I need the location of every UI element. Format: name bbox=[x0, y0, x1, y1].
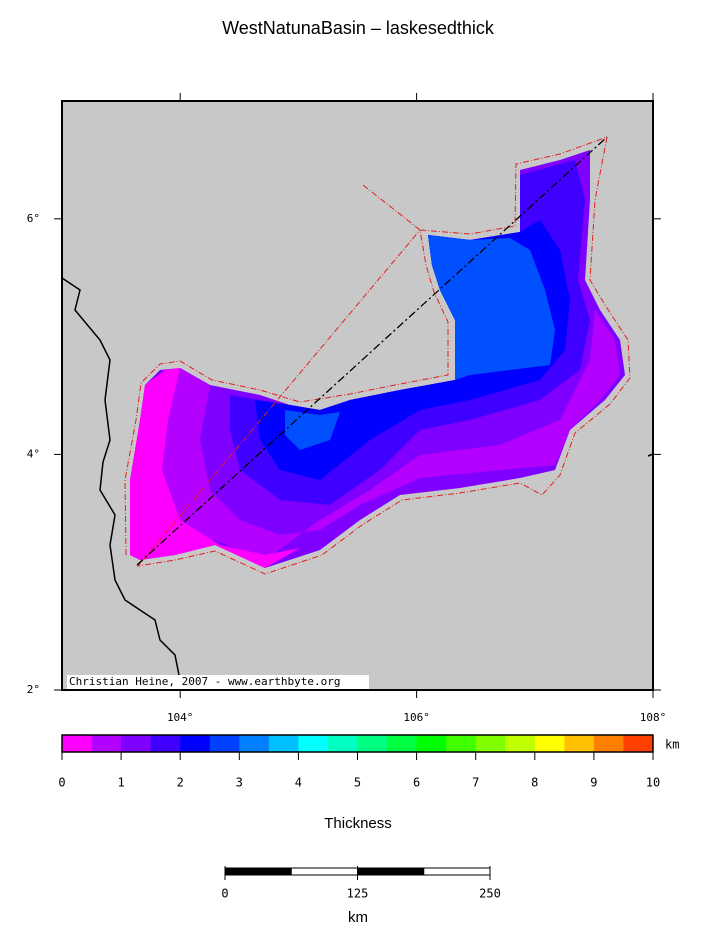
colorbar-swatch bbox=[475, 735, 506, 752]
lat-label: 2° bbox=[27, 683, 40, 696]
colorbar-swatch bbox=[505, 735, 536, 752]
colorbar-swatch bbox=[534, 735, 565, 752]
colorbar-tick-label: 5 bbox=[354, 776, 361, 790]
scale-tick-label: 0 bbox=[221, 887, 228, 901]
scale-tick-label: 250 bbox=[479, 887, 501, 901]
colorbar-label: Thickness bbox=[324, 815, 392, 832]
colorbar-swatch bbox=[62, 735, 93, 752]
scale-segment bbox=[357, 867, 425, 876]
scale-segment bbox=[224, 867, 292, 876]
colorbar-swatch bbox=[150, 735, 181, 752]
section-line bbox=[136, 136, 608, 566]
colorbar-tick-label: 6 bbox=[413, 776, 420, 790]
colorbar-swatch bbox=[298, 735, 329, 752]
basin bbox=[130, 150, 625, 568]
colorbar-swatch bbox=[593, 735, 624, 752]
colorbar-swatch bbox=[564, 735, 595, 752]
lon-label: 106° bbox=[403, 711, 430, 724]
colorbar-tick-label: 2 bbox=[177, 776, 184, 790]
credit: Christian Heine, 2007 - www.earthbyte.or… bbox=[69, 675, 341, 688]
colorbar-swatch bbox=[91, 735, 122, 752]
colorbar-swatch bbox=[387, 735, 418, 752]
lon-label: 108° bbox=[640, 711, 667, 724]
colorbar-tick-label: 7 bbox=[472, 776, 479, 790]
colorbar-swatch bbox=[180, 735, 211, 752]
colorbar-swatch bbox=[239, 735, 270, 752]
colorbar-swatch bbox=[268, 735, 299, 752]
colorbar-tick-label: 9 bbox=[590, 776, 597, 790]
band-magenta bbox=[130, 368, 300, 568]
colorbar-swatch bbox=[446, 735, 477, 752]
colorbar-tick-label: 1 bbox=[117, 776, 124, 790]
colorbar-tick-label: 4 bbox=[295, 776, 302, 790]
colorbar-tick-label: 8 bbox=[531, 776, 538, 790]
colorbar-tick-label: 0 bbox=[58, 776, 65, 790]
lat-label: 4° bbox=[27, 447, 40, 460]
colorbar-unit: km bbox=[665, 738, 679, 752]
colorbar-swatch bbox=[209, 735, 240, 752]
colorbar-tick-label: 3 bbox=[236, 776, 243, 790]
colorbar-swatch bbox=[121, 735, 152, 752]
map-frame bbox=[61, 100, 654, 691]
colorbar-swatch bbox=[416, 735, 447, 752]
colorbar-tick-label: 10 bbox=[646, 776, 660, 790]
colorbar-swatch bbox=[357, 735, 388, 752]
title: WestNatunaBasin – laskesedthick bbox=[222, 18, 495, 38]
scale-segment bbox=[423, 867, 491, 876]
scale-tick-label: 125 bbox=[347, 887, 369, 901]
lon-label: 104° bbox=[167, 711, 194, 724]
scale-unit: km bbox=[348, 909, 368, 926]
basin-outline bbox=[124, 136, 631, 575]
credit-box bbox=[67, 675, 369, 689]
lat-label: 6° bbox=[27, 212, 40, 225]
scale-segment bbox=[290, 867, 358, 876]
colorbar-swatch bbox=[623, 735, 654, 752]
band-lightblue bbox=[285, 235, 555, 450]
colorbar-swatch bbox=[327, 735, 358, 752]
